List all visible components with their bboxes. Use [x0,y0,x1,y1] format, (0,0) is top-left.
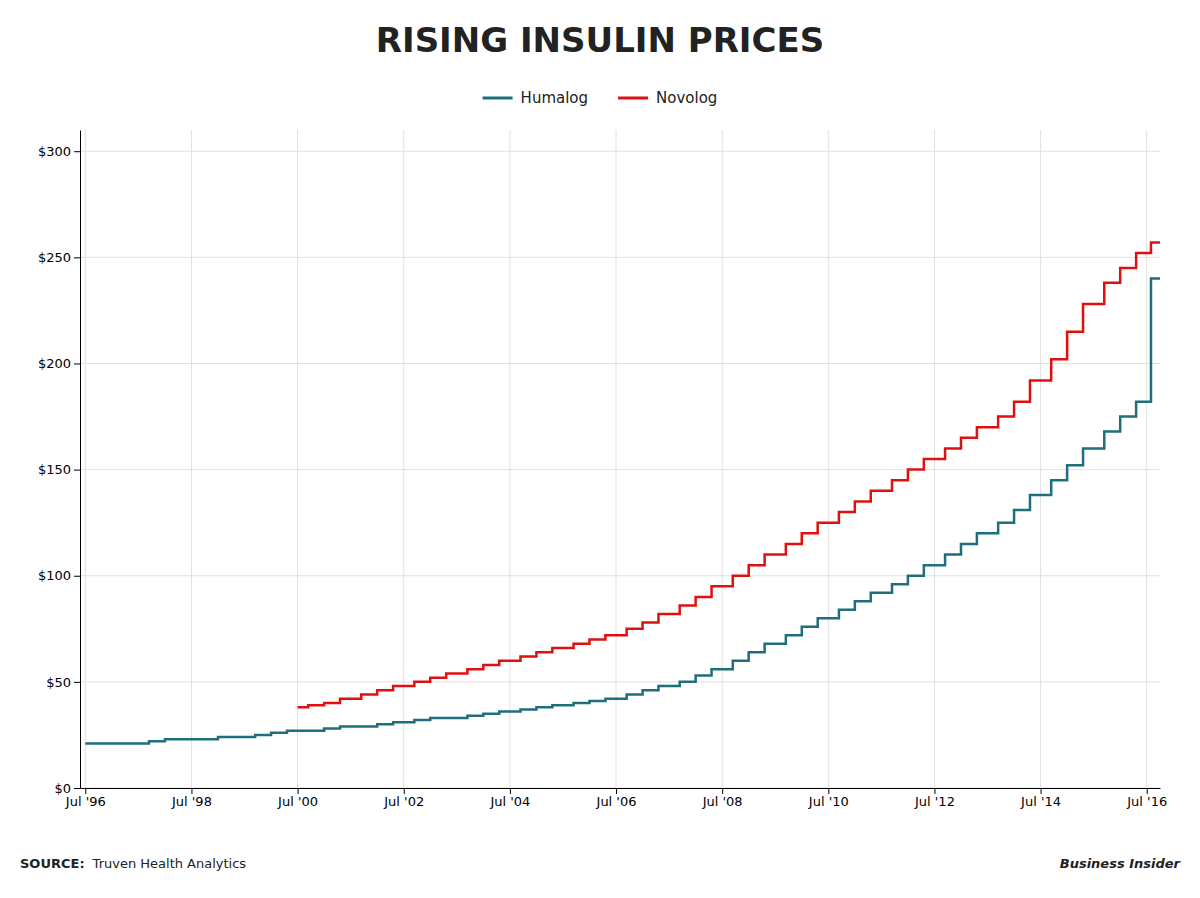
y-tick-mark [74,576,80,577]
x-tick-mark [1041,788,1042,794]
y-tick-mark [74,151,80,152]
annotation: Truven Health Analytics [92,856,247,871]
x-axis: Jul '96 Jul '98 Jul '00 Jul '02 Jul '04 Jul '… [65,788,1167,809]
grid-line-x [191,130,192,788]
grid-line-x [509,130,510,788]
grid-line-x [828,130,829,788]
legend: Humalog Novolog [483,89,718,107]
x-axis-line [81,788,1161,789]
x-tick-label: Jul '98 [171,794,212,809]
x-tick: Jul '16 [1126,788,1167,809]
y-tick-label: $300 [38,144,71,159]
annotation: SOURCE: [20,856,85,871]
y-tick-mark [74,470,80,471]
grid-line-x [1146,130,1147,788]
x-tick: Jul '00 [277,788,318,809]
y-axis-line [80,131,81,789]
y-tick-label: $150 [38,462,71,477]
y-tick-label: $0 [54,781,71,796]
grid-line-x [616,130,617,788]
y-tick-label: $100 [38,568,71,583]
x-tick-mark [298,788,299,794]
x-tick: Jul '12 [914,788,955,809]
grid [80,130,1160,788]
y-axis: $0 $50 $100 $150 $200 $250 $300 [38,131,81,796]
x-tick-mark [934,788,935,794]
x-tick-label: Jul '14 [1020,794,1061,809]
x-tick: Jul '04 [489,788,530,809]
grid-line-x [1040,130,1041,788]
y-tick-label: $250 [38,250,71,265]
chart: RISING INSULIN PRICESJul '96Jul '98Jul '… [0,0,1200,898]
y-tick-mark [74,363,80,364]
y-tick: $250 [38,250,80,265]
x-tick-mark [828,788,829,794]
y-tick-mark [74,788,80,789]
grid-line-y [80,257,1160,258]
legend-item: Humalog [483,89,588,107]
series-line [298,242,1160,707]
y-tick-mark [74,257,80,258]
y-tick-label: $200 [38,356,71,371]
x-tick-mark [510,788,511,794]
x-tick-mark [616,788,617,794]
title: RISING INSULIN PRICES [376,20,824,60]
grid-line-y [80,575,1160,576]
x-tick-label: Jul '08 [702,794,743,809]
x-tick-mark [404,788,405,794]
y-tick: $200 [38,356,80,371]
annotation: Business Insider [1060,856,1182,871]
grid-line-y [80,469,1160,470]
legend-label: Novolog [656,89,717,107]
x-tick-label: Jul '16 [1126,794,1167,809]
grid-line-y [80,363,1160,364]
y-tick: $100 [38,568,80,583]
plot-area [85,242,1160,743]
x-tick-label: Jul '02 [383,794,424,809]
x-tick-label: Jul '06 [596,794,637,809]
grid-line-y [80,681,1160,682]
y-tick: $300 [38,144,80,159]
x-tick-mark [85,788,86,794]
y-tick: $0 [54,781,80,796]
x-tick-label: Jul '96 [65,794,106,809]
legend-item: Novolog [618,89,717,107]
x-tick: Jul '98 [171,788,212,809]
grid-line-y [80,151,1160,152]
grid-line-x [722,130,723,788]
y-tick: $150 [38,462,80,477]
x-tick: Jul '14 [1020,788,1061,809]
y-tick: $50 [46,675,80,690]
x-tick-label: Jul '10 [808,794,849,809]
y-tick-mark [74,682,80,683]
x-tick: Jul '02 [383,788,424,809]
x-tick: Jul '10 [808,788,849,809]
legend-swatch [483,97,513,100]
x-tick-mark [191,788,192,794]
x-tick-mark [722,788,723,794]
x-tick: Jul '08 [702,788,743,809]
x-tick: Jul '06 [596,788,637,809]
grid-line-x [403,130,404,788]
grid-line-x [85,130,86,788]
series-line [85,279,1160,744]
y-tick-label: $50 [46,675,71,690]
legend-label: Humalog [521,89,588,107]
grid-line-x [297,130,298,788]
x-tick-label: Jul '00 [277,794,318,809]
x-tick-label: Jul '12 [914,794,955,809]
x-tick-label: Jul '04 [489,794,530,809]
grid-line-y [80,788,1160,789]
x-tick-mark [1147,788,1148,794]
legend-swatch [618,97,648,100]
